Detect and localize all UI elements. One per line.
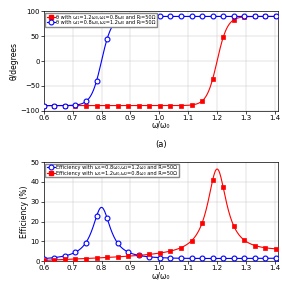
Legend: Efficiency with ω₁=0.8ω₀,ω₂=1.2ω₀ and Rₗ=50Ω, Efficiency with ω₁=1.2ω₀,ω₂=0.8ω₀ : Efficiency with ω₁=0.8ω₀,ω₂=1.2ω₀ and Rₗ… [45,164,179,177]
X-axis label: ω/ω₀: ω/ω₀ [151,121,170,130]
Y-axis label: Efficiency (%): Efficiency (%) [20,185,29,238]
X-axis label: ω/ω₀: ω/ω₀ [151,271,170,280]
Y-axis label: θ/degrees: θ/degrees [10,42,19,80]
Legend: θ with ω₁=1.2ω₀,ω₂=0.8ω₀ and Rₗ=50Ω, θ with ω₁=0.8ω₀,ω₂=1.2ω₀ and Rₗ=50Ω: θ with ω₁=1.2ω₀,ω₂=0.8ω₀ and Rₗ=50Ω, θ w… [45,13,157,27]
Text: (a): (a) [155,140,167,149]
